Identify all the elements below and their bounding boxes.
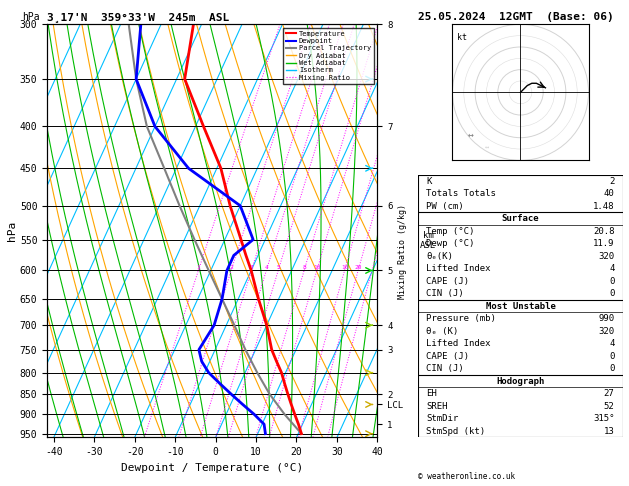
Text: 16: 16 xyxy=(341,265,348,271)
Text: 52: 52 xyxy=(604,401,615,411)
Text: Lifted Index: Lifted Index xyxy=(426,339,491,348)
Text: 1: 1 xyxy=(196,265,200,271)
Text: StmDir: StmDir xyxy=(426,414,459,423)
Text: 20: 20 xyxy=(354,265,362,271)
Text: 40: 40 xyxy=(604,189,615,198)
Text: 315°: 315° xyxy=(593,414,615,423)
Text: Surface: Surface xyxy=(502,214,539,223)
Text: Totals Totals: Totals Totals xyxy=(426,189,496,198)
Text: EH: EH xyxy=(426,389,437,398)
Text: 2: 2 xyxy=(229,265,233,271)
Text: Mixing Ratio (g/kg): Mixing Ratio (g/kg) xyxy=(398,204,407,299)
Text: 4: 4 xyxy=(264,265,268,271)
Text: CIN (J): CIN (J) xyxy=(426,289,464,298)
Text: 20.8: 20.8 xyxy=(593,226,615,236)
Text: 8: 8 xyxy=(302,265,306,271)
Text: 10: 10 xyxy=(313,265,321,271)
Text: Lifted Index: Lifted Index xyxy=(426,264,491,273)
Text: 4: 4 xyxy=(609,264,615,273)
Text: PW (cm): PW (cm) xyxy=(426,202,464,211)
Text: hPa: hPa xyxy=(22,12,40,22)
Text: Pressure (mb): Pressure (mb) xyxy=(426,314,496,323)
Text: 990: 990 xyxy=(598,314,615,323)
Y-axis label: hPa: hPa xyxy=(7,221,17,241)
Text: Dewp (°C): Dewp (°C) xyxy=(426,239,475,248)
Text: Most Unstable: Most Unstable xyxy=(486,302,555,311)
Text: Hodograph: Hodograph xyxy=(496,377,545,386)
Text: ↔: ↔ xyxy=(468,130,474,139)
Text: CIN (J): CIN (J) xyxy=(426,364,464,373)
Text: 2: 2 xyxy=(609,177,615,186)
Text: 0: 0 xyxy=(609,352,615,361)
Text: 320: 320 xyxy=(598,252,615,260)
Text: kt: kt xyxy=(457,34,467,42)
Text: ↔: ↔ xyxy=(484,144,489,150)
Text: 0: 0 xyxy=(609,364,615,373)
Text: θₑ (K): θₑ (K) xyxy=(426,327,459,336)
Text: SREH: SREH xyxy=(426,401,448,411)
Text: 1.48: 1.48 xyxy=(593,202,615,211)
X-axis label: Dewpoint / Temperature (°C): Dewpoint / Temperature (°C) xyxy=(121,463,303,473)
Text: 5: 5 xyxy=(276,265,280,271)
Text: θₑ(K): θₑ(K) xyxy=(426,252,454,260)
Text: 3¸17'N  359°33'W  245m  ASL: 3¸17'N 359°33'W 245m ASL xyxy=(47,12,230,22)
Text: CAPE (J): CAPE (J) xyxy=(426,352,469,361)
Text: 4: 4 xyxy=(609,339,615,348)
Text: © weatheronline.co.uk: © weatheronline.co.uk xyxy=(418,472,515,481)
Text: Temp (°C): Temp (°C) xyxy=(426,226,475,236)
Text: 11.9: 11.9 xyxy=(593,239,615,248)
Text: K: K xyxy=(426,177,432,186)
Text: 0: 0 xyxy=(609,289,615,298)
Text: 320: 320 xyxy=(598,327,615,336)
Text: 3: 3 xyxy=(250,265,253,271)
Text: 25.05.2024  12GMT  (Base: 06): 25.05.2024 12GMT (Base: 06) xyxy=(418,12,614,22)
Text: 27: 27 xyxy=(604,389,615,398)
Text: CAPE (J): CAPE (J) xyxy=(426,277,469,286)
Legend: Temperature, Dewpoint, Parcel Trajectory, Dry Adiabat, Wet Adiabat, Isotherm, Mi: Temperature, Dewpoint, Parcel Trajectory… xyxy=(283,28,374,84)
Text: StmSpd (kt): StmSpd (kt) xyxy=(426,427,486,435)
Text: 0: 0 xyxy=(609,277,615,286)
Y-axis label: km
ASL: km ASL xyxy=(420,231,437,250)
Text: 13: 13 xyxy=(604,427,615,435)
